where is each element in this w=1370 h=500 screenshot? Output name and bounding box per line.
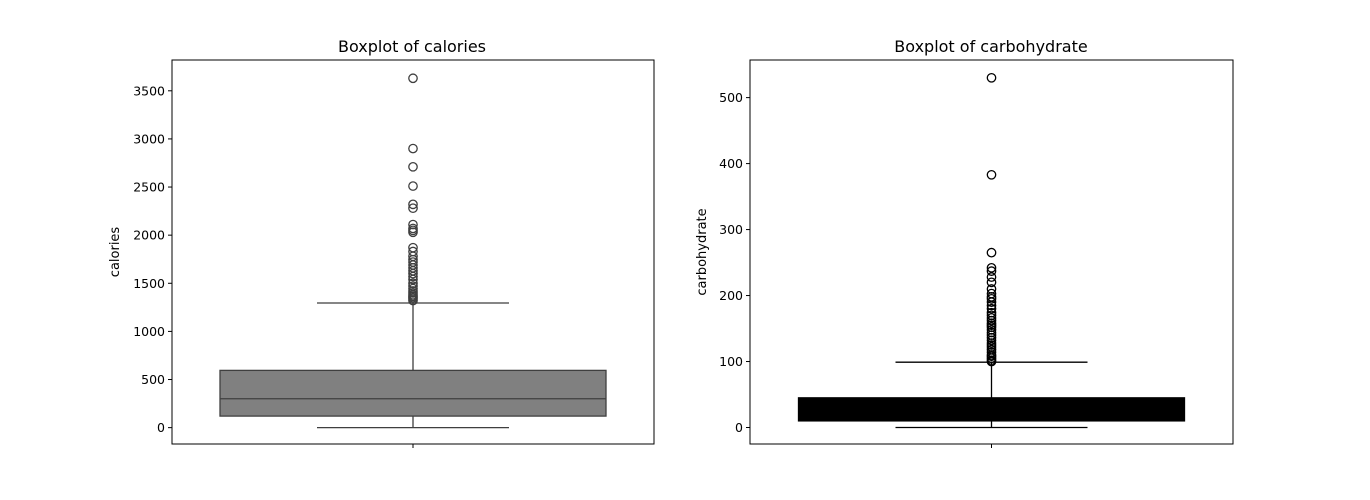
y-tick-label: 3000 — [133, 131, 165, 146]
y-tick-label: 1500 — [133, 276, 165, 291]
plot-area — [797, 72, 1186, 429]
y-tick-label: 100 — [719, 354, 743, 369]
y-axis-ticks: 0 500 1000 1500 2000 2500 3000 3500 — [133, 83, 414, 448]
interquartile-box — [219, 369, 607, 417]
interquartile-box — [797, 397, 1186, 422]
carbohydrate-boxplot-panel: Boxplot of carbohydrate carbohydrate 0 10… — [695, 37, 1234, 448]
y-tick-label: 0 — [157, 420, 165, 435]
outlier-point — [408, 219, 418, 230]
outlier-point — [986, 310, 997, 321]
outlier-point — [986, 325, 997, 335]
y-tick-label: 200 — [719, 288, 743, 303]
y-axis-label: calories — [108, 227, 123, 278]
axes-frame — [749, 59, 1234, 445]
y-tick-label: 300 — [719, 222, 743, 237]
y-tick-label: 500 — [141, 372, 165, 387]
outlier-point — [408, 278, 418, 289]
chart-title: Boxplot of carbohydrate — [894, 37, 1087, 56]
outlier-point — [986, 313, 997, 323]
y-axis-label: carbohydrate — [695, 208, 710, 295]
plot-area — [219, 73, 607, 429]
outlier-point — [986, 284, 997, 294]
outlier-point — [986, 266, 997, 276]
outlier-point — [986, 272, 997, 282]
outlier-point — [986, 288, 997, 299]
outlier-point — [986, 169, 997, 180]
outlier-point — [408, 223, 418, 234]
outlier-point — [408, 181, 418, 191]
outlier-point — [986, 327, 997, 338]
y-tick-label: 3500 — [133, 83, 165, 98]
chart-title: Boxplot of calories — [338, 37, 486, 56]
outlier-point — [408, 203, 418, 214]
outlier-point — [408, 242, 418, 253]
y-tick-label: 2500 — [133, 180, 165, 195]
calories-boxplot-panel: Boxplot of calories calories 0 500 1000 150… — [108, 37, 655, 448]
outlier-point — [986, 344, 997, 355]
outlier-point — [408, 143, 418, 154]
axes-frame — [171, 59, 655, 445]
outlier-point — [986, 262, 997, 273]
y-axis-ticks: 0 100 200 300 400 500 — [719, 90, 992, 448]
outlier-point — [408, 161, 418, 172]
outlier-point — [408, 246, 418, 257]
outlier-point — [408, 281, 418, 292]
outlier-point — [986, 303, 997, 314]
outlier-point — [986, 277, 997, 288]
outlier-point — [408, 199, 418, 210]
outlier-point — [986, 347, 997, 358]
outlier-point — [986, 307, 997, 318]
outlier-point — [986, 72, 997, 83]
outlier-point — [986, 247, 997, 258]
y-tick-label: 0 — [735, 420, 743, 435]
y-tick-label: 2000 — [133, 228, 165, 243]
y-tick-label: 500 — [719, 90, 743, 105]
outlier-point — [408, 73, 418, 84]
y-tick-label: 400 — [719, 156, 743, 171]
y-tick-label: 1000 — [133, 324, 165, 339]
